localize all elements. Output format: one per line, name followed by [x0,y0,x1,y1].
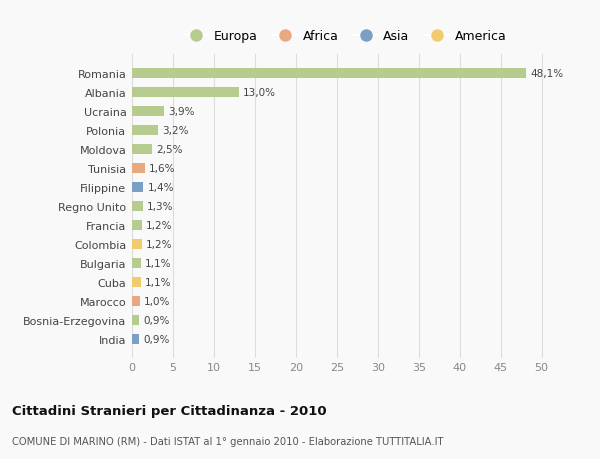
Text: 1,1%: 1,1% [145,277,172,287]
Bar [132,126,158,136]
Bar [132,145,152,155]
Bar [132,220,142,231]
Text: 2,5%: 2,5% [157,145,183,155]
Bar [132,315,139,325]
Bar [132,277,141,287]
Text: 3,9%: 3,9% [168,107,194,117]
Text: 1,2%: 1,2% [146,240,172,249]
Text: 0,9%: 0,9% [143,315,170,325]
Bar [132,296,140,307]
Text: 48,1%: 48,1% [530,69,563,79]
Text: 0,9%: 0,9% [143,334,170,344]
Bar [132,163,145,174]
Bar [132,239,142,250]
Text: 1,6%: 1,6% [149,164,176,174]
Bar [132,202,143,212]
Bar [132,182,143,193]
Text: COMUNE DI MARINO (RM) - Dati ISTAT al 1° gennaio 2010 - Elaborazione TUTTITALIA.: COMUNE DI MARINO (RM) - Dati ISTAT al 1°… [12,436,443,446]
Bar [132,106,164,117]
Text: 13,0%: 13,0% [242,88,275,98]
Bar [132,69,526,79]
Text: 1,4%: 1,4% [148,183,174,193]
Text: 1,1%: 1,1% [145,258,172,269]
Text: 1,3%: 1,3% [147,202,173,212]
Text: 1,2%: 1,2% [146,220,172,230]
Text: Cittadini Stranieri per Cittadinanza - 2010: Cittadini Stranieri per Cittadinanza - 2… [12,404,326,417]
Bar [132,334,139,344]
Bar [132,258,141,269]
Bar [132,88,239,98]
Text: 1,0%: 1,0% [144,296,170,306]
Legend: Europa, Africa, Asia, America: Europa, Africa, Asia, America [184,30,506,43]
Text: 3,2%: 3,2% [163,126,189,136]
